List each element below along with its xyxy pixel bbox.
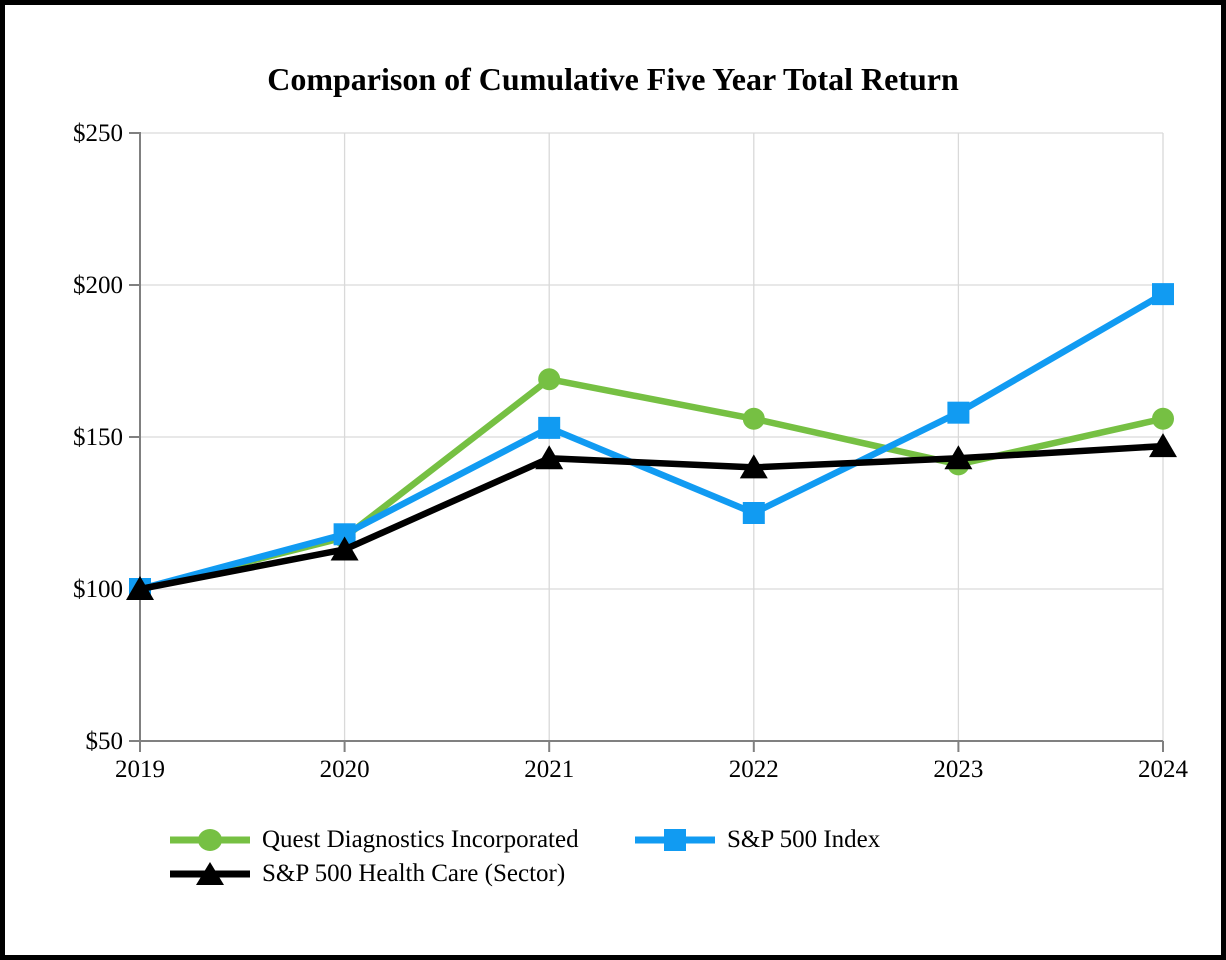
- quest-diagnostics-incorporated-point-marker: [538, 368, 561, 391]
- s-p-500-index-point-marker: [538, 416, 561, 439]
- s-p-500-index-series-line: [139, 291, 1165, 593]
- s-p-500-index-point-marker: [333, 523, 356, 546]
- quest-diagnostics-line-marker-icon: [170, 826, 250, 854]
- x-tick-label: 2024: [1138, 756, 1189, 783]
- s-p-500-index-point-marker: [1152, 283, 1174, 306]
- quest-diagnostics-incorporated-point-marker: [1152, 407, 1174, 430]
- chart-legend: Quest Diagnostics Incorporated S&P 500 I…: [170, 823, 1170, 891]
- legend-item-sp500-index: S&P 500 Index: [635, 826, 880, 854]
- s-p-500-health-care-sector-point-marker: [535, 445, 564, 470]
- quest-diagnostics-incorporated-point-marker: [742, 407, 765, 430]
- sp500-health-care-line-marker-icon: [170, 860, 250, 888]
- legend-label-sp500-index: S&P 500 Index: [727, 826, 881, 853]
- x-tick-label: 2020: [320, 756, 370, 783]
- chart-title: Comparison of Cumulative Five Year Total…: [267, 61, 959, 97]
- legend-label-quest-diagnostics: Quest Diagnostics Incorporated: [262, 826, 579, 853]
- s-p-500-index-point-marker: [947, 401, 970, 424]
- legend-swatch-graphic: [170, 829, 250, 851]
- legend-label-sp500-health-care: S&P 500 Health Care (Sector): [262, 860, 566, 887]
- legend-swatch-graphic: [635, 829, 715, 851]
- x-tick-label: 2023: [933, 756, 983, 783]
- s-p-500-health-care-sector-point-marker: [739, 454, 768, 479]
- y-tick-label: $200: [73, 272, 123, 299]
- y-tick-label: $50: [86, 728, 124, 755]
- legend-item-sp500-health-care: S&P 500 Health Care (Sector): [170, 860, 565, 888]
- x-tick-label: 2019: [115, 756, 165, 783]
- s-p-500-health-care-sector-point-marker: [126, 576, 154, 600]
- s-p-500-health-care-sector-series-line: [139, 442, 1164, 593]
- s-p-500-index-point-marker: [742, 502, 765, 524]
- s-p-500-health-care-sector-point-marker: [944, 445, 973, 470]
- s-p-500-health-care-sector-point-marker: [330, 536, 359, 561]
- sp500-index-line-marker-icon: [635, 826, 715, 854]
- x-tick-label: 2022: [729, 756, 779, 783]
- legend-swatch-graphic: [170, 862, 250, 885]
- s-p-500-health-care-sector-point-marker: [1149, 433, 1177, 458]
- chart-canvas: $50 $100 $150 $200 $250 2019 2020 2021 2022 2023 2…: [73, 120, 1189, 783]
- legend-row: Quest Diagnostics Incorporated S&P 500 I…: [170, 823, 1170, 857]
- y-tick-label: $100: [73, 576, 123, 603]
- y-tick-label: $150: [73, 424, 123, 451]
- legend-item-quest-diagnostics: Quest Diagnostics Incorporated: [170, 826, 635, 854]
- x-tick-label: 2021: [524, 756, 574, 783]
- y-tick-label: $250: [73, 120, 123, 147]
- legend-row: S&P 500 Health Care (Sector): [170, 857, 1170, 891]
